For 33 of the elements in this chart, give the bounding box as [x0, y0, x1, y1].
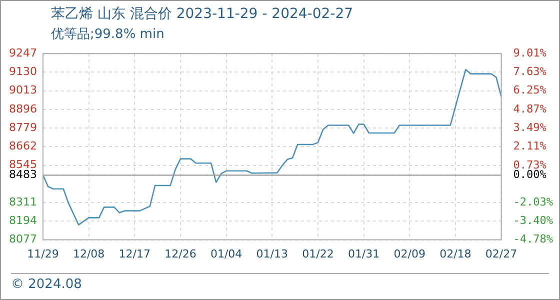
y-tick-label: 9013 [8, 84, 37, 97]
y2-tick-label: -3.40% [513, 214, 554, 228]
x-tick-label: 12/26 [164, 247, 196, 260]
y2-tick-label: 2.11% [513, 140, 547, 153]
y2-tick-label: -4.78% [513, 232, 554, 246]
x-tick-label: 12/17 [118, 247, 150, 260]
chart-title: 苯乙烯 山东 混合价 2023-11-29 - 2024-02-27 [51, 5, 354, 23]
y2-tick-label: 9.01% [513, 46, 547, 60]
y-tick-label: 8662 [8, 140, 37, 153]
y-tick-label: 8311 [8, 195, 37, 208]
y2-tick-label: 3.49% [513, 120, 547, 134]
x-tick-label: 12/08 [72, 247, 105, 260]
x-tick-label: 02/27 [485, 247, 518, 260]
x-tick-label: 11/29 [27, 247, 59, 260]
x-tick-label: 02/18 [440, 247, 472, 260]
x-tick-label: 02/09 [394, 247, 426, 260]
y2-tick-label: 6.25% [513, 84, 547, 97]
y-tick-label: 8779 [8, 120, 37, 134]
x-tick-label: 01/13 [256, 247, 288, 260]
x-tick-label: 01/31 [348, 247, 380, 260]
y-tick-label: 9130 [8, 65, 37, 78]
x-tick-label: 01/04 [210, 247, 242, 260]
y-tick-label: 8077 [8, 232, 37, 246]
text: © 2024.08 [11, 277, 82, 292]
y2-tick-label: 7.63% [513, 65, 547, 78]
y-tick-label: 8483 [8, 168, 37, 182]
y-tick-label: 8194 [8, 214, 37, 228]
chart-subtitle: 优等品;99.8% min [51, 26, 164, 43]
y-tick-label: 9247 [8, 46, 37, 60]
y2-tick-label: 4.87% [513, 102, 547, 116]
y-tick-label: 8896 [8, 102, 37, 116]
x-tick-label: 01/22 [302, 247, 334, 260]
y2-tick-label: -2.03% [513, 196, 554, 209]
